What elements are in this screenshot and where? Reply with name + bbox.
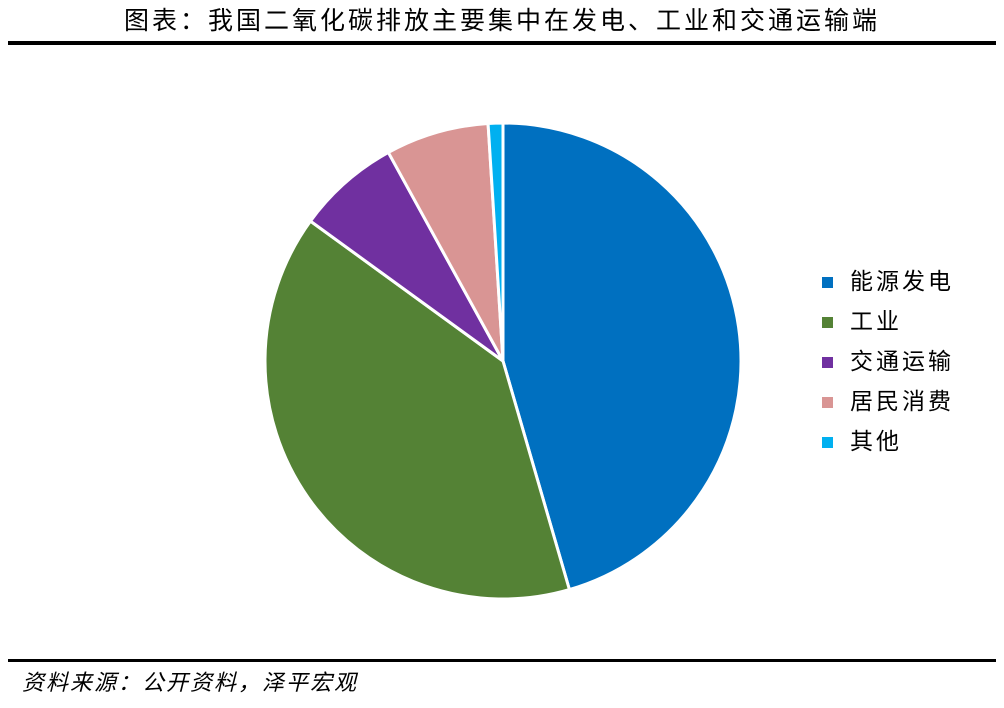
legend-item-0: 能源发电	[822, 262, 954, 302]
legend-item-4: 其他	[822, 422, 954, 462]
legend-label: 居民消费	[850, 389, 954, 415]
legend: 能源发电工业交通运输居民消费其他	[822, 262, 954, 462]
legend-label: 交通运输	[850, 349, 954, 375]
legend-swatch	[822, 396, 833, 408]
legend-item-3: 居民消费	[822, 382, 954, 422]
pie-slice-2	[308, 150, 505, 363]
chart-title: 图表：我国二氧化碳排放主要集中在发电、工业和交通运输端	[123, 6, 880, 35]
legend-label: 其他	[850, 429, 902, 455]
pie-slice-3	[386, 121, 505, 363]
legend-swatch	[822, 276, 833, 288]
legend-swatch	[822, 436, 833, 448]
legend-item-2: 交通运输	[822, 342, 954, 382]
legend-swatch	[822, 356, 833, 368]
bottom-divider	[8, 659, 996, 662]
pie-slice-4	[486, 121, 505, 363]
legend-label: 能源发电	[850, 269, 954, 295]
legend-swatch	[822, 316, 833, 328]
pie-slice-1	[263, 219, 571, 601]
legend-item-1: 工业	[822, 302, 954, 342]
source-note: 资料来源：公开资料，泽平宏观	[22, 671, 359, 696]
legend-label: 工业	[850, 309, 902, 335]
pie-slice-0	[501, 121, 743, 592]
top-divider	[8, 41, 996, 45]
